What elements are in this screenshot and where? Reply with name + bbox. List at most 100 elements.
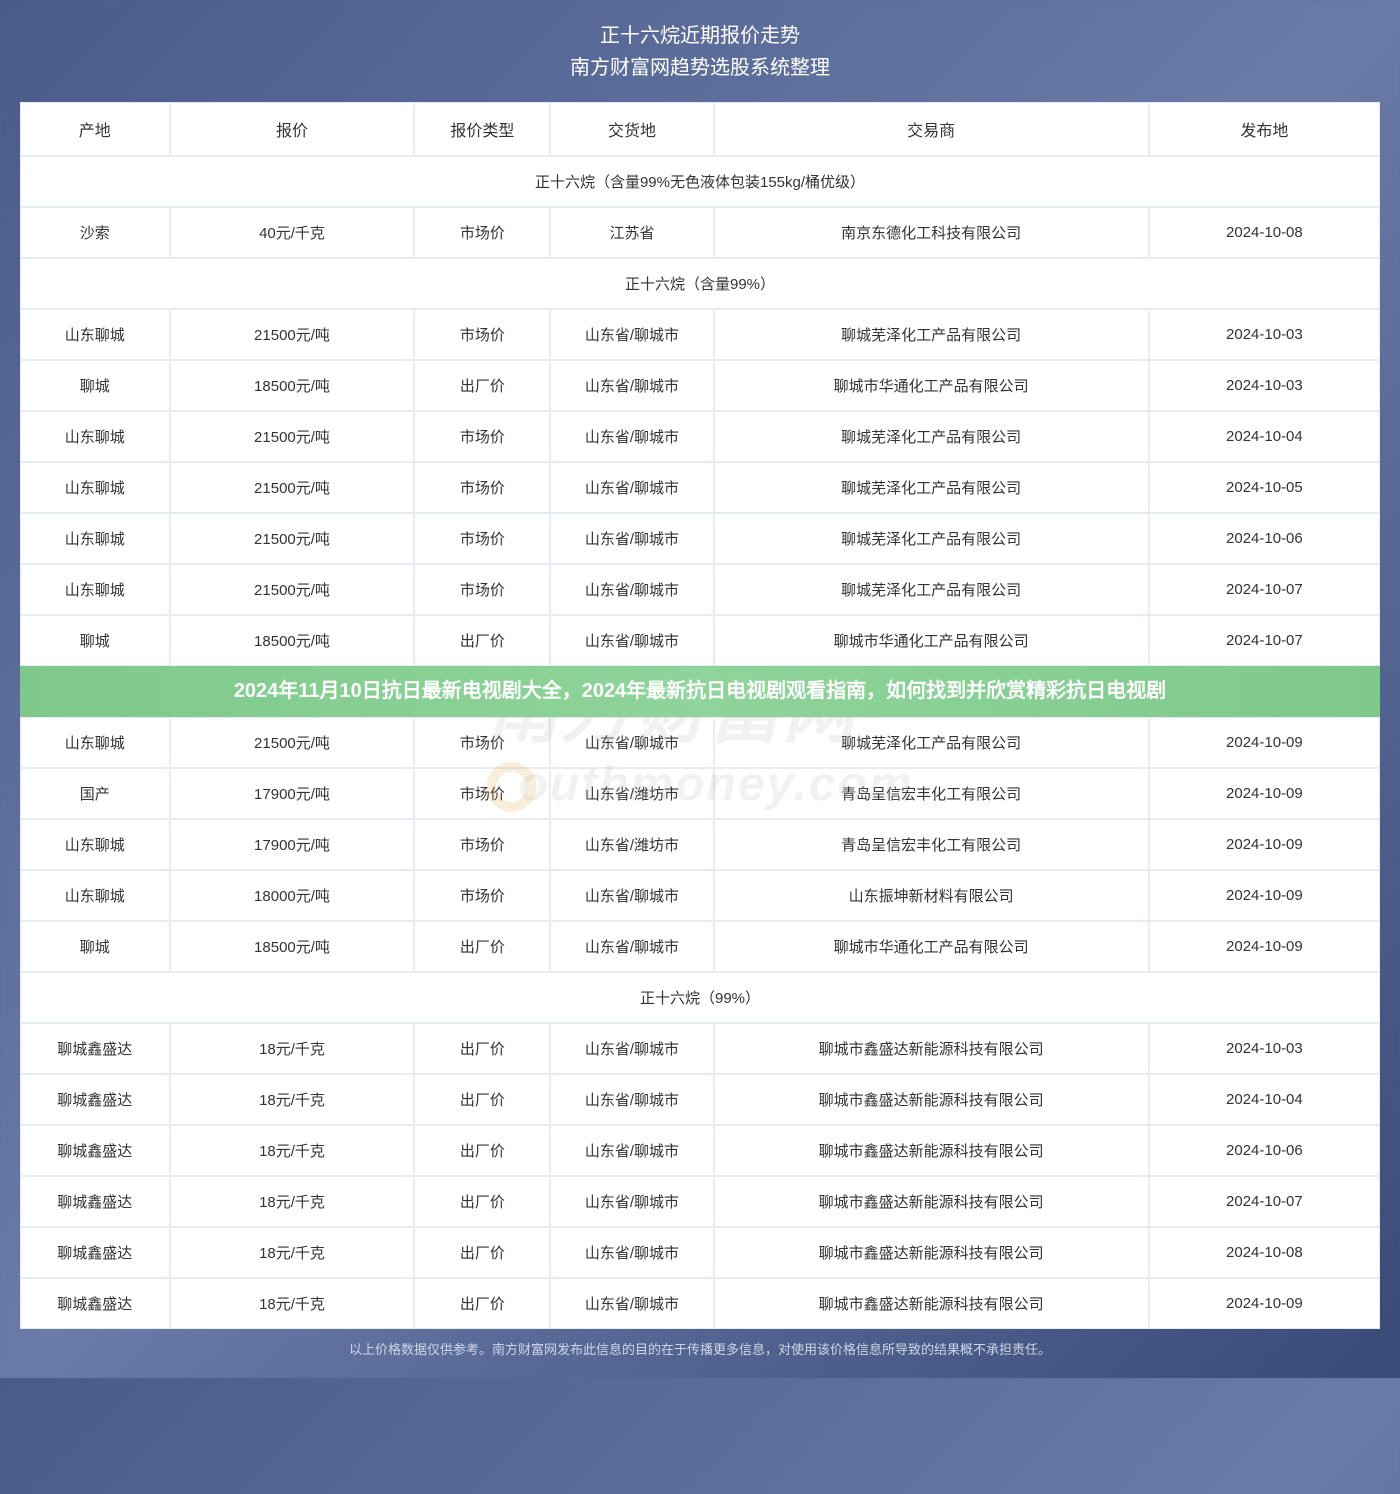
table-row: 山东聊城17900元/吨市场价山东省/潍坊市青岛呈信宏丰化工有限公司2024-1… xyxy=(20,819,1380,870)
cell-origin: 山东聊城 xyxy=(20,462,170,513)
cell-price_type: 出厂价 xyxy=(414,1074,550,1125)
cell-location: 山东省/聊城市 xyxy=(550,870,713,921)
section-header-row: 正十六烷（99%） xyxy=(20,972,1380,1023)
cell-origin: 山东聊城 xyxy=(20,870,170,921)
cell-date: 2024-10-06 xyxy=(1149,513,1380,564)
cell-date: 2024-10-04 xyxy=(1149,1074,1380,1125)
cell-date: 2024-10-09 xyxy=(1149,1278,1380,1329)
cell-dealer: 青岛呈信宏丰化工有限公司 xyxy=(714,819,1149,870)
col-header-origin: 产地 xyxy=(20,102,170,156)
cell-price: 21500元/吨 xyxy=(170,309,415,360)
cell-dealer: 聊城市鑫盛达新能源科技有限公司 xyxy=(714,1176,1149,1227)
cell-location: 山东省/潍坊市 xyxy=(550,819,713,870)
cell-dealer: 聊城芜泽化工产品有限公司 xyxy=(714,462,1149,513)
table-row: 聊城鑫盛达18元/千克出厂价山东省/聊城市聊城市鑫盛达新能源科技有限公司2024… xyxy=(20,1227,1380,1278)
cell-dealer: 聊城市鑫盛达新能源科技有限公司 xyxy=(714,1125,1149,1176)
cell-price: 18500元/吨 xyxy=(170,360,415,411)
cell-date: 2024-10-03 xyxy=(1149,1023,1380,1074)
table-row: 沙索40元/千克市场价江苏省南京东德化工科技有限公司2024-10-08 xyxy=(20,207,1380,258)
cell-price_type: 市场价 xyxy=(414,819,550,870)
table-row: 山东聊城21500元/吨市场价山东省/聊城市聊城芜泽化工产品有限公司2024-1… xyxy=(20,564,1380,615)
col-header-type: 报价类型 xyxy=(414,102,550,156)
cell-location: 山东省/聊城市 xyxy=(550,1074,713,1125)
section-header-cell: 正十六烷（含量99%） xyxy=(20,258,1380,309)
cell-origin: 聊城鑫盛达 xyxy=(20,1074,170,1125)
cell-location: 山东省/聊城市 xyxy=(550,462,713,513)
col-header-price: 报价 xyxy=(170,102,415,156)
cell-date: 2024-10-08 xyxy=(1149,1227,1380,1278)
cell-price: 18500元/吨 xyxy=(170,615,415,666)
cell-price_type: 出厂价 xyxy=(414,1125,550,1176)
cell-dealer: 聊城芜泽化工产品有限公司 xyxy=(714,564,1149,615)
table-row: 山东聊城21500元/吨市场价山东省/聊城市聊城芜泽化工产品有限公司2024-1… xyxy=(20,309,1380,360)
table-row: 聊城鑫盛达18元/千克出厂价山东省/聊城市聊城市鑫盛达新能源科技有限公司2024… xyxy=(20,1176,1380,1227)
col-header-date: 发布地 xyxy=(1149,102,1380,156)
cell-dealer: 青岛呈信宏丰化工有限公司 xyxy=(714,768,1149,819)
cell-origin: 山东聊城 xyxy=(20,819,170,870)
cell-location: 山东省/聊城市 xyxy=(550,717,713,768)
cell-price_type: 出厂价 xyxy=(414,921,550,972)
cell-location: 山东省/聊城市 xyxy=(550,1023,713,1074)
cell-price: 21500元/吨 xyxy=(170,462,415,513)
cell-dealer: 聊城市华通化工产品有限公司 xyxy=(714,615,1149,666)
overlay-banner[interactable]: 2024年11月10日抗日最新电视剧大全，2024年最新抗日电视剧观看指南，如何… xyxy=(20,666,1380,717)
title-line-1: 正十六烷近期报价走势 xyxy=(20,20,1380,52)
section-header-row: 正十六烷（含量99%） xyxy=(20,258,1380,309)
cell-price: 17900元/吨 xyxy=(170,819,415,870)
cell-dealer: 聊城芜泽化工产品有限公司 xyxy=(714,717,1149,768)
cell-price: 21500元/吨 xyxy=(170,411,415,462)
cell-price_type: 市场价 xyxy=(414,309,550,360)
cell-dealer: 聊城市鑫盛达新能源科技有限公司 xyxy=(714,1227,1149,1278)
cell-price: 40元/千克 xyxy=(170,207,415,258)
cell-dealer: 聊城市鑫盛达新能源科技有限公司 xyxy=(714,1023,1149,1074)
cell-origin: 山东聊城 xyxy=(20,717,170,768)
cell-date: 2024-10-09 xyxy=(1149,819,1380,870)
cell-date: 2024-10-07 xyxy=(1149,615,1380,666)
cell-dealer: 聊城市华通化工产品有限公司 xyxy=(714,921,1149,972)
cell-price_type: 市场价 xyxy=(414,768,550,819)
cell-dealer: 聊城市鑫盛达新能源科技有限公司 xyxy=(714,1278,1149,1329)
cell-origin: 国产 xyxy=(20,768,170,819)
cell-location: 山东省/聊城市 xyxy=(550,513,713,564)
cell-date: 2024-10-09 xyxy=(1149,870,1380,921)
banner-text: 2024年11月10日抗日最新电视剧大全，2024年最新抗日电视剧观看指南，如何… xyxy=(234,680,1166,702)
section-header-cell: 正十六烷（含量99%无色液体包装155kg/桶优级） xyxy=(20,156,1380,207)
cell-price_type: 市场价 xyxy=(414,870,550,921)
table-row: 山东聊城21500元/吨市场价山东省/聊城市聊城芜泽化工产品有限公司2024-1… xyxy=(20,513,1380,564)
cell-origin: 聊城鑫盛达 xyxy=(20,1278,170,1329)
cell-dealer: 聊城市华通化工产品有限公司 xyxy=(714,360,1149,411)
cell-price: 18元/千克 xyxy=(170,1074,415,1125)
cell-location: 山东省/潍坊市 xyxy=(550,768,713,819)
cell-dealer: 聊城芜泽化工产品有限公司 xyxy=(714,309,1149,360)
cell-price: 21500元/吨 xyxy=(170,564,415,615)
section-header-row: 正十六烷（含量99%无色液体包装155kg/桶优级） xyxy=(20,156,1380,207)
cell-origin: 山东聊城 xyxy=(20,309,170,360)
cell-date: 2024-10-04 xyxy=(1149,411,1380,462)
cell-dealer: 聊城芜泽化工产品有限公司 xyxy=(714,411,1149,462)
cell-price: 18元/千克 xyxy=(170,1125,415,1176)
table-row: 山东聊城21500元/吨市场价山东省/聊城市聊城芜泽化工产品有限公司2024-1… xyxy=(20,462,1380,513)
cell-dealer: 聊城市鑫盛达新能源科技有限公司 xyxy=(714,1074,1149,1125)
cell-date: 2024-10-08 xyxy=(1149,207,1380,258)
cell-price: 21500元/吨 xyxy=(170,513,415,564)
cell-origin: 聊城 xyxy=(20,615,170,666)
cell-price: 18元/千克 xyxy=(170,1176,415,1227)
cell-price: 18000元/吨 xyxy=(170,870,415,921)
title-line-2: 南方财富网趋势选股系统整理 xyxy=(20,52,1380,84)
cell-date: 2024-10-03 xyxy=(1149,360,1380,411)
cell-dealer: 山东振坤新材料有限公司 xyxy=(714,870,1149,921)
col-header-loc: 交货地 xyxy=(550,102,713,156)
cell-price: 17900元/吨 xyxy=(170,768,415,819)
footer-note: 以上价格数据仅供参考。南方财富网发布此信息的目的在于传播更多信息，对使用该价格信… xyxy=(20,1339,1380,1358)
cell-price_type: 出厂价 xyxy=(414,1278,550,1329)
cell-date: 2024-10-09 xyxy=(1149,768,1380,819)
table-row: 国产17900元/吨市场价山东省/潍坊市青岛呈信宏丰化工有限公司2024-10-… xyxy=(20,768,1380,819)
cell-origin: 沙索 xyxy=(20,207,170,258)
cell-price_type: 市场价 xyxy=(414,513,550,564)
cell-price_type: 市场价 xyxy=(414,207,550,258)
cell-price_type: 市场价 xyxy=(414,564,550,615)
cell-location: 江苏省 xyxy=(550,207,713,258)
cell-location: 山东省/聊城市 xyxy=(550,1176,713,1227)
cell-price_type: 市场价 xyxy=(414,411,550,462)
section-header-cell: 正十六烷（99%） xyxy=(20,972,1380,1023)
